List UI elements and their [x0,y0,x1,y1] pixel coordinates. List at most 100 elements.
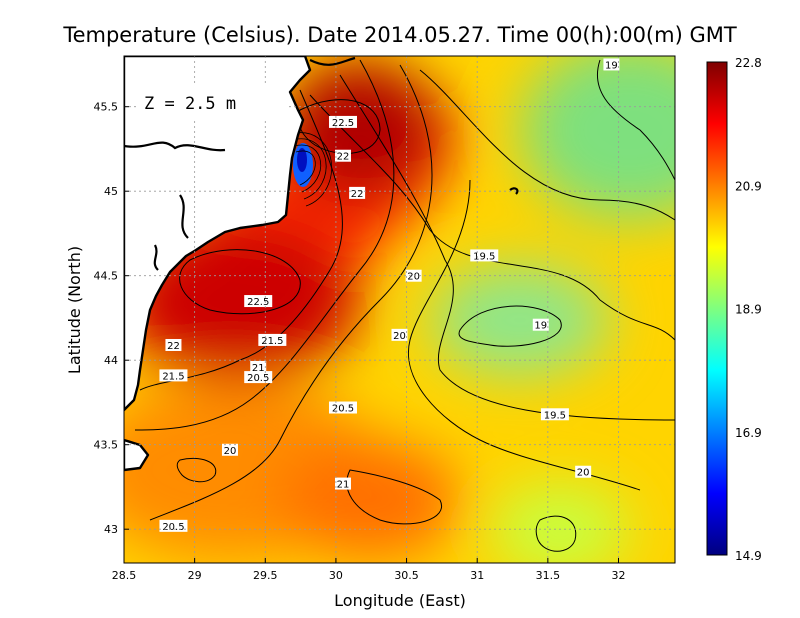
x-tick-label: 28.5 [112,569,137,582]
y-axis-label: Latitude (North) [65,246,84,374]
coastline-extra [124,56,519,271]
contour-line [535,515,577,552]
contour-label-background [349,186,366,199]
coast-line [179,194,189,239]
contour-label-background [244,371,273,384]
depth-annotation: Z = 2.5 m [144,94,236,114]
contour-label: 20 [407,272,420,283]
y-tick-label: 45 [104,185,118,198]
y-tick-label: 44 [104,354,118,367]
colorbar-tick-label: 22.8 [735,56,762,70]
y-axis-ticks: 43 43.5 44 44.5 45 45.5 [94,101,129,536]
depth-annotation-box: Z = 2.5 m [138,86,288,118]
x-tick-label: 32 [611,569,625,582]
colorbar: 22.8 20.9 18.9 16.9 14.9 [706,56,762,563]
cold-upwelling-core [297,148,307,172]
contour-label-background [405,269,422,282]
contour-line [346,469,443,525]
coast-line [124,141,226,152]
y-tick-label: 43.5 [94,439,119,452]
cool-southeast [490,485,630,563]
land-area-south [124,438,150,472]
contour-line [339,74,675,421]
coast-line [309,56,356,66]
contour-line [419,69,675,221]
contour-label: 20 [393,331,406,342]
x-tick-label: 31.5 [536,569,561,582]
contour-label: 21 [337,480,350,491]
colorbar-tick-label: 16.9 [735,426,762,440]
cool-northeast [520,56,675,220]
contour-line [289,132,332,207]
isotherm-contours [134,59,675,552]
contour-label: 22.5 [332,118,354,129]
x-tick-label: 29 [188,569,202,582]
contour-label: 20.5 [247,373,269,384]
plot-area: 22.522221919.52022.5192021.5222120.521.5… [124,56,675,563]
contour-label: 22 [351,189,364,200]
coast-line [509,187,519,195]
contour-label-background [221,443,238,456]
contour-label: 22 [337,152,350,163]
contour-label-background [391,328,408,341]
x-tick-label: 31 [470,569,484,582]
contour-line [596,59,675,181]
contour-line [293,144,322,193]
contour-line [134,59,395,431]
contour-label: 21 [252,363,265,374]
contour-label-background [328,401,357,414]
contour-line [139,89,343,391]
colorbar-tick-label: 20.9 [735,179,762,193]
contour-label-background [250,360,267,373]
x-tick-label: 29.5 [253,569,278,582]
contour-label-background [334,149,351,162]
coast-line [153,244,159,271]
contour-label: 20.5 [162,522,184,533]
chart-title: Temperature (Celsius). Date 2014.05.27. … [62,23,737,47]
contour-label-background [159,369,188,382]
contour-label-background [575,465,592,478]
x-axis-ticks: 28.5 29 29.5 30 30.5 31 31.5 32 [112,558,625,582]
contour-label: 19.5 [473,251,495,262]
grid-lines [124,56,675,563]
colorbar-tick-label: 18.9 [735,303,762,317]
colorbar-frame [706,61,728,556]
contour-line [295,150,316,186]
colorbar-ticks: 22.8 20.9 18.9 16.9 14.9 [735,56,762,563]
colorbar-gradient [707,62,727,555]
y-tick-label: 44.5 [94,270,119,283]
upwelling-contours [289,132,332,207]
plot-frame [123,55,676,564]
contour-label-background [165,338,182,351]
contour-line [458,305,562,347]
contour-label: 20 [577,468,590,479]
contour-line [179,249,301,315]
contour-label-background [470,249,499,262]
contour-line [297,99,381,154]
x-tick-label: 30 [329,569,343,582]
contour-line [408,179,641,491]
contour-label: 21.5 [162,371,184,382]
contour-label-background [532,318,549,331]
contour-label-background [244,295,273,308]
colorbar-tick-label: 14.9 [735,549,762,563]
contour-line [149,64,433,521]
x-tick-label: 30.5 [394,569,419,582]
warm-north [280,60,440,200]
contour-label: 19 [605,60,618,71]
contour-label: 20.5 [332,404,354,415]
contour-label: 21.5 [261,336,283,347]
contour-label-background [603,58,620,71]
x-axis-label: Longitude (East) [334,591,466,610]
y-tick-label: 45.5 [94,101,119,114]
contour-label-layer: 22.522221919.52022.5192021.5222120.521.5… [159,58,620,533]
y-tick-label: 43 [104,523,118,536]
depth-annotation-background [138,86,288,118]
contour-label: 22 [167,341,180,352]
contour-label-background [334,477,351,490]
contour-line [176,457,217,483]
contour-label: 19 [534,321,547,332]
contour-label: 22.5 [247,297,269,308]
orange-south [280,440,460,560]
